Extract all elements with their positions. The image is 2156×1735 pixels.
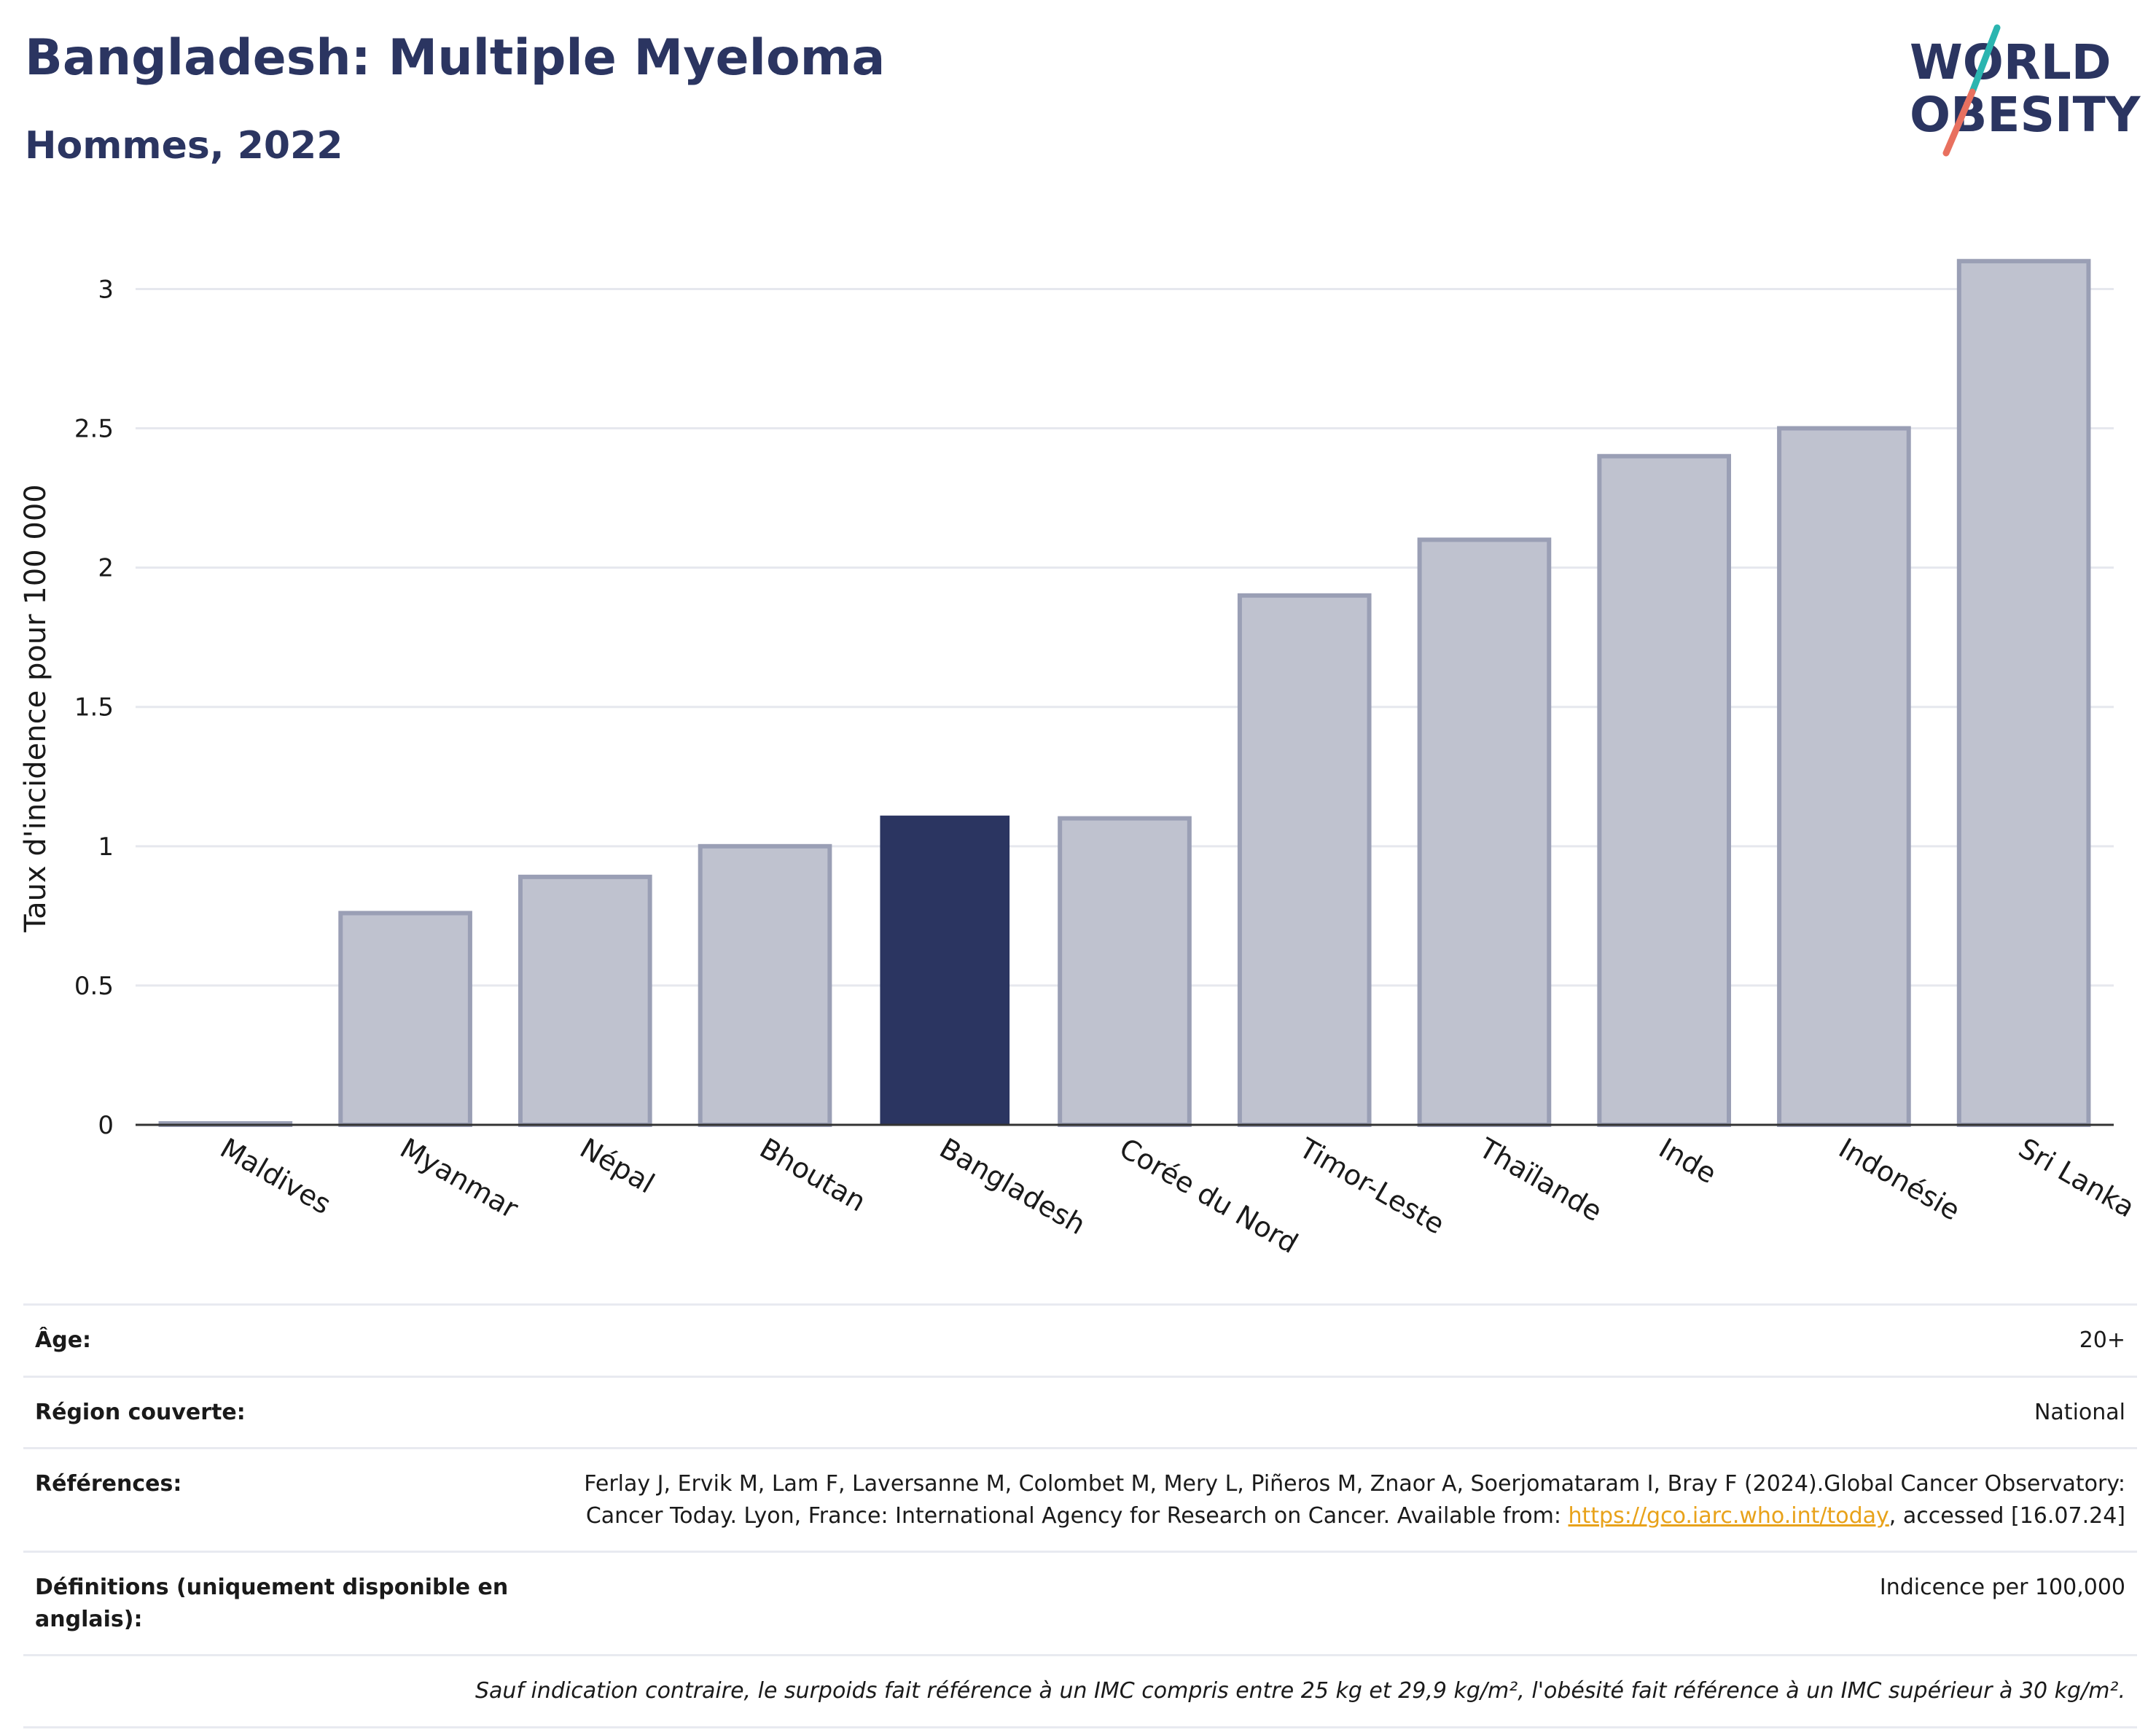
bar-inde[interactable] <box>1597 453 1732 1127</box>
bar-sri-lanka[interactable] <box>1956 259 2091 1127</box>
x-tick-label: Maldives <box>215 1132 337 1221</box>
bar-indon-sie[interactable] <box>1777 426 1911 1127</box>
y-tick-label: 2 <box>98 554 114 583</box>
info-row-region: Région couverte: National <box>23 1375 2137 1449</box>
x-tick-label: Inde <box>1654 1132 1722 1190</box>
age-label: Âge: <box>23 1303 528 1376</box>
references-label: Références: <box>23 1447 528 1552</box>
region-label: Région couverte: <box>23 1375 528 1449</box>
bars <box>158 259 2091 1128</box>
references-tail: , accessed [16.07.24] <box>1889 1502 2125 1529</box>
region-value: National <box>528 1375 2137 1449</box>
y-tick-label: 0.5 <box>74 972 114 1001</box>
logo-slash-coral <box>1942 88 1976 157</box>
bar-cor-e-du-nord[interactable] <box>1058 816 1192 1127</box>
bar-chart: 0 0.5 1 1.5 2 2.5 3 Maldives Myanmar Népal Bhouta… <box>19 259 2140 1260</box>
chart-subtitle: Hommes, 2022 <box>25 124 343 168</box>
y-axis-label: Taux d'incidence pour 100 000 <box>19 484 52 932</box>
logo-slash-teal <box>1969 24 2001 95</box>
x-tick-label: Myanmar <box>395 1132 524 1225</box>
info-row-definitions: Définitions (uniquement disponible en an… <box>23 1551 2137 1656</box>
world-obesity-logo: WORLD OBESITY <box>1910 24 2141 157</box>
x-tick-label: Bangladesh <box>934 1132 1091 1241</box>
bar-tha-lande[interactable] <box>1417 537 1552 1127</box>
info-table: Âge: 20+ Région couverte: National Référ… <box>23 1303 2137 1728</box>
x-tick-label: Népal <box>574 1132 660 1200</box>
y-tick-label: 1.5 <box>74 693 114 722</box>
definitions-value: Indicence per 100,000 <box>528 1551 2137 1656</box>
x-axis-ticks: Maldives Myanmar Népal Bhoutan Bangladesh Cor… <box>215 1131 2140 1260</box>
logo-line-2: OBESITY <box>1910 87 2141 143</box>
bar-timor-leste[interactable] <box>1237 593 1372 1127</box>
bar-bhoutan[interactable] <box>698 843 832 1127</box>
x-tick-label: Bhoutan <box>754 1132 871 1218</box>
references-text: Ferlay J, Ervik M, Lam F, Laversanne M, … <box>584 1471 2125 1529</box>
references-link[interactable]: https://gco.iarc.who.int/today <box>1568 1502 1889 1529</box>
y-axis-ticks: 0 0.5 1 1.5 2 2.5 3 <box>74 275 114 1140</box>
x-tick-label: Sri Lanka <box>2013 1132 2140 1224</box>
logo-line-1: WORLD <box>1910 34 2112 90</box>
bar-bangladesh[interactable] <box>880 815 1010 1125</box>
info-row-age: Âge: 20+ <box>23 1303 2137 1376</box>
definitions-label: Définitions (uniquement disponible en an… <box>23 1551 528 1656</box>
x-tick-label: Timor-Leste <box>1293 1131 1450 1240</box>
chart-title: Bangladesh: Multiple Myeloma <box>25 29 886 87</box>
x-tick-label: Indonésie <box>1833 1132 1965 1227</box>
y-tick-label: 0 <box>98 1111 114 1140</box>
bar-n-pal[interactable] <box>517 874 652 1128</box>
y-tick-label: 3 <box>98 275 114 304</box>
age-value: 20+ <box>528 1303 2137 1376</box>
info-row-references: Références: Ferlay J, Ervik M, Lam F, La… <box>23 1447 2137 1552</box>
y-tick-label: 1 <box>98 833 114 862</box>
info-row-note: Sauf indication contraire, le surpoids f… <box>23 1654 2137 1728</box>
bar-myanmar[interactable] <box>338 911 472 1127</box>
x-tick-label: Thaïlande <box>1473 1131 1607 1228</box>
y-tick-label: 2.5 <box>74 415 114 444</box>
footnote: Sauf indication contraire, le surpoids f… <box>23 1654 2137 1728</box>
x-tick-label: Corée du Nord <box>1114 1132 1304 1260</box>
references-value: Ferlay J, Ervik M, Lam F, Laversanne M, … <box>528 1447 2137 1552</box>
